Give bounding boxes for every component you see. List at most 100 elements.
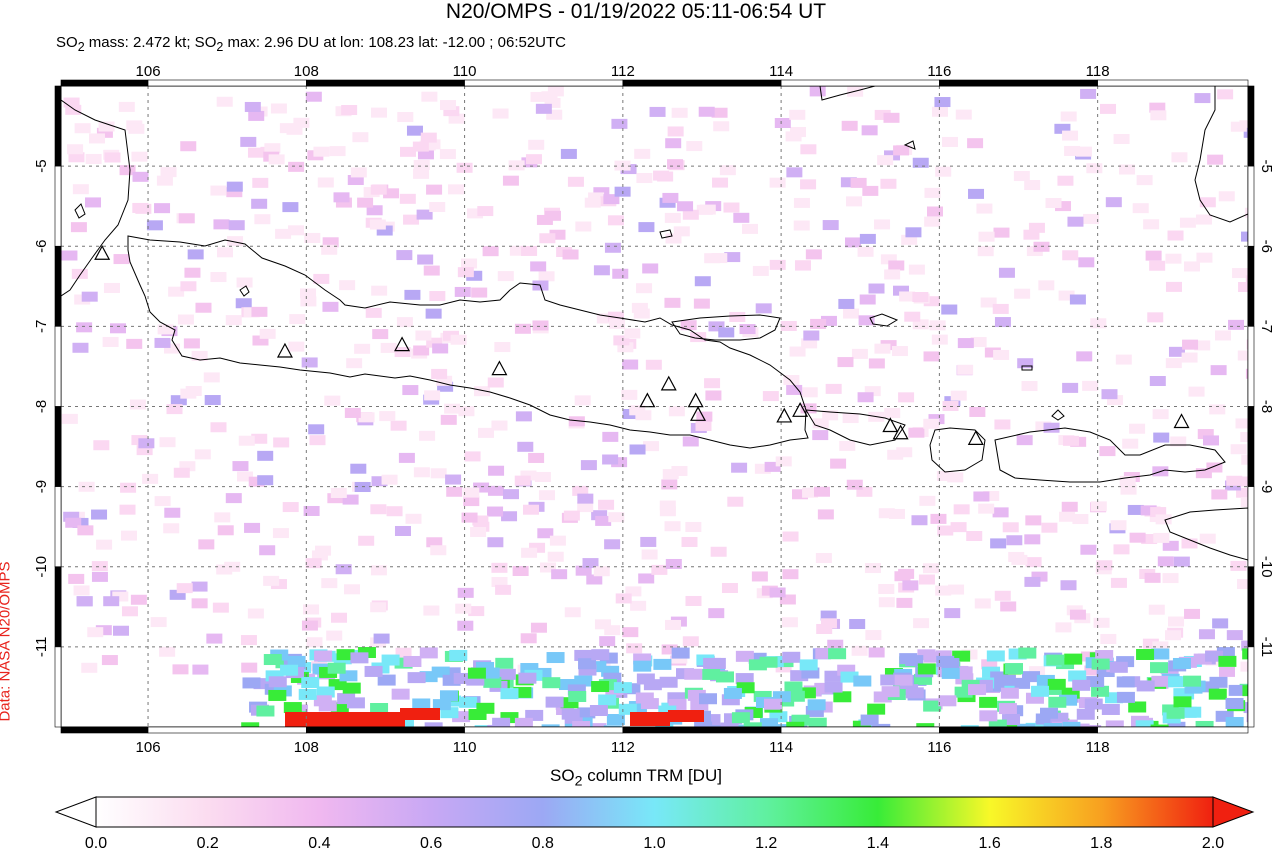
so2-pixel xyxy=(813,486,830,497)
so2-pixel xyxy=(1080,544,1097,555)
so2-pixel xyxy=(324,395,341,406)
so2-pixel xyxy=(1150,110,1167,121)
so2-pixel xyxy=(172,664,189,675)
so2-pixel xyxy=(923,700,942,712)
so2-pixel xyxy=(1038,280,1055,291)
so2-pixel xyxy=(423,265,440,276)
so2-pixel xyxy=(198,539,215,550)
so2-pixel xyxy=(942,136,959,147)
so2-pixel xyxy=(774,117,791,128)
so2-pixel xyxy=(381,654,400,666)
so2-pixel xyxy=(309,435,326,446)
so2-pixel xyxy=(567,684,586,696)
so2-pixel xyxy=(419,430,436,441)
coastline xyxy=(61,86,1248,561)
so2-pixel xyxy=(896,447,913,458)
so2-pixel xyxy=(329,146,346,157)
so2-pixel xyxy=(98,121,115,132)
so2-pixel xyxy=(159,646,176,657)
so2-pixel xyxy=(998,703,1017,715)
so2-pixel xyxy=(731,462,748,473)
so2-pixel xyxy=(667,126,684,137)
so2-pixel xyxy=(366,205,383,216)
so2-pixel xyxy=(1059,694,1078,706)
so2-pixel xyxy=(342,682,361,694)
so2-pixel xyxy=(776,724,795,727)
so2-pixel xyxy=(241,662,258,673)
so2-pixel xyxy=(604,625,621,636)
so2-pixel xyxy=(626,643,643,654)
so2-pixel xyxy=(500,712,519,724)
so2-pixel xyxy=(1025,557,1042,568)
so2-pixel xyxy=(1132,203,1149,214)
so2-pixel xyxy=(562,249,579,260)
so2-pixel xyxy=(357,197,374,208)
so2-pixel xyxy=(166,404,183,415)
colorbar-tick-label: 1.8 xyxy=(1090,835,1112,852)
so2-pixel xyxy=(967,138,984,149)
so2-pixel xyxy=(369,219,386,230)
so2-pixel xyxy=(293,117,310,128)
so2-pixel xyxy=(288,225,305,236)
so2-pixel xyxy=(780,320,797,331)
so2-pixel xyxy=(87,627,104,638)
so2-pixel xyxy=(313,146,330,157)
so2-pixel xyxy=(1214,330,1231,341)
so2-pixel xyxy=(459,696,478,708)
so2-pixel xyxy=(1096,666,1115,678)
so2-pixel xyxy=(603,672,622,684)
so2-pixel xyxy=(326,630,343,641)
so2-pixel xyxy=(85,153,102,164)
so2-pixel xyxy=(792,489,809,500)
so2-pixel xyxy=(322,237,339,248)
so2-pixel xyxy=(350,167,367,178)
so2-pixel xyxy=(150,617,167,628)
so2-pixel xyxy=(851,645,868,656)
lat-tick-label-left: -11 xyxy=(33,637,50,658)
so2-pixel xyxy=(1240,432,1248,443)
so2-pixel xyxy=(306,637,323,648)
so2-pixel xyxy=(191,350,208,361)
so2-pixel xyxy=(265,670,284,682)
graticule xyxy=(61,86,1248,727)
so2-pixel xyxy=(602,454,619,465)
so2-pixel xyxy=(902,580,919,591)
so2-pixel xyxy=(1069,294,1086,305)
so2-pixel xyxy=(712,177,729,188)
so2-pixel xyxy=(1046,654,1065,666)
so2-pixel xyxy=(838,298,855,309)
so2-pixel xyxy=(216,564,233,575)
so2-pixel xyxy=(517,441,534,452)
so2-pixel xyxy=(272,528,289,539)
so2-pixel xyxy=(935,650,952,661)
so2-pixel xyxy=(1059,511,1076,522)
so2-pixel xyxy=(91,571,108,582)
so2-pixel xyxy=(370,565,387,576)
so2-pixel xyxy=(769,259,786,270)
so2-pixel xyxy=(530,622,547,633)
so2-pixel xyxy=(668,698,687,710)
so2-pixel xyxy=(703,657,722,669)
volcano-triangle xyxy=(94,244,111,260)
so2-pixel xyxy=(880,674,899,686)
so2-pixel xyxy=(110,323,127,334)
so2-pixel xyxy=(135,203,152,214)
so2-pixel xyxy=(538,271,555,282)
so2-pixel xyxy=(785,131,802,142)
so2-pixel xyxy=(603,194,620,205)
so2-pixel xyxy=(282,202,299,213)
so2-pixel xyxy=(742,223,759,234)
so2-pixel xyxy=(1031,571,1048,582)
so2-pixel xyxy=(684,668,703,680)
so2-pixel xyxy=(815,553,832,564)
so2-pixel xyxy=(802,487,819,498)
so2-pixel xyxy=(631,302,648,313)
so2-pixel xyxy=(751,571,768,582)
so2-pixel xyxy=(846,479,863,490)
so2-pixel xyxy=(613,682,632,694)
so2-pixel xyxy=(168,286,185,297)
so2-pixel xyxy=(470,527,487,538)
so2-pixel xyxy=(514,717,533,727)
so2-pixel xyxy=(1216,647,1235,659)
volcano-triangle xyxy=(1173,413,1190,429)
